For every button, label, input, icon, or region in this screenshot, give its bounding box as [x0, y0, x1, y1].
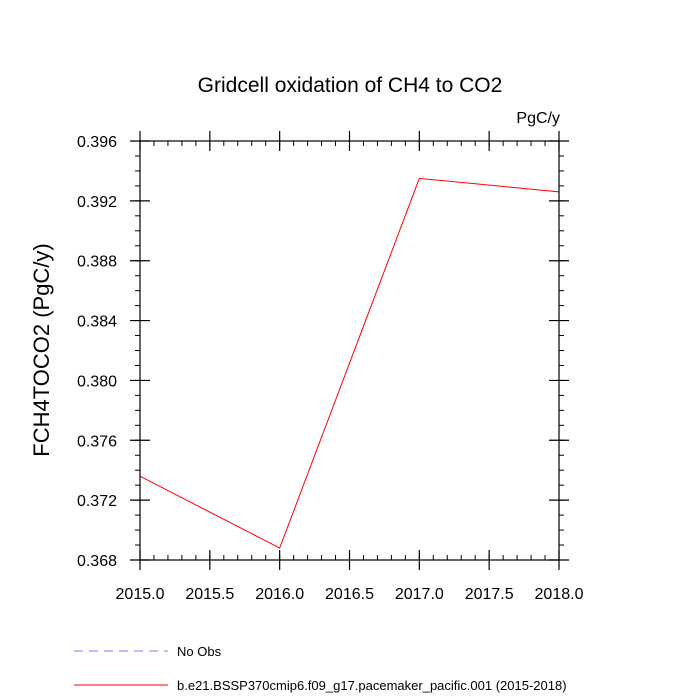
- y-tick-label: 0.396: [77, 134, 117, 151]
- x-tick-label: 2018.0: [535, 586, 584, 603]
- series-line: [139, 177, 560, 549]
- major-ticks: [130, 131, 569, 570]
- y-tick-label: 0.372: [77, 493, 117, 510]
- y-tick-labels: 0.368 0.372 0.376 0.380 0.384 0.388 0.392 0.396: [77, 134, 117, 570]
- legend-label: No Obs: [177, 644, 222, 659]
- data-series: [139, 177, 560, 549]
- units-label: PgC/y: [516, 110, 560, 127]
- y-tick-label: 0.384: [77, 314, 117, 331]
- legend: No Obs b.e21.BSSP370cmip6.f09_g17.pacemak…: [74, 644, 567, 693]
- y-tick-label: 0.388: [77, 254, 117, 271]
- plot-frame: [139, 140, 560, 561]
- y-tick-label: 0.380: [77, 373, 117, 390]
- legend-label: b.e21.BSSP370cmip6.f09_g17.pacemaker_pac…: [177, 678, 567, 693]
- x-tick-label: 2016.0: [255, 586, 304, 603]
- chart-title: Gridcell oxidation of CH4 to CO2: [198, 74, 503, 97]
- x-tick-label: 2016.5: [325, 586, 374, 603]
- y-tick-label: 0.392: [77, 194, 117, 211]
- y-axis-label: FCH4TOCO2 (PgC/y): [29, 243, 54, 457]
- minor-ticks: [135, 140, 564, 561]
- y-tick-label: 0.376: [77, 433, 117, 450]
- x-tick-label: 2015.5: [185, 586, 234, 603]
- x-tick-label: 2017.0: [395, 586, 444, 603]
- x-tick-labels: 2015.0 2015.5 2016.0 2016.5 2017.0 2017.5 2018…: [116, 586, 584, 603]
- x-tick-label: 2015.0: [116, 586, 165, 603]
- x-tick-label: 2017.5: [465, 586, 514, 603]
- y-tick-label: 0.368: [77, 553, 117, 570]
